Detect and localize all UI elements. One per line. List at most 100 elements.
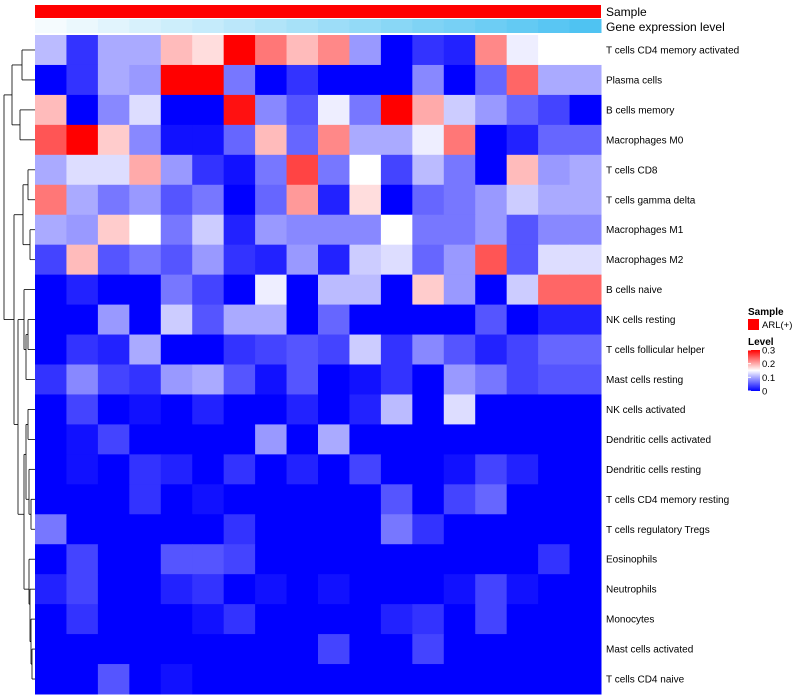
heatmap-cell <box>506 94 539 126</box>
heatmap-cell <box>97 35 130 66</box>
heatmap-cell <box>286 94 319 126</box>
row-label: NK cells activated <box>606 405 685 416</box>
heatmap-cell <box>255 304 288 336</box>
heatmap-cell <box>66 604 99 635</box>
heatmap-cell <box>380 664 413 695</box>
heatmap-cell <box>475 35 508 66</box>
expression-track-cell <box>35 19 67 33</box>
heatmap-cell <box>349 214 382 246</box>
heatmap-cell <box>129 304 162 336</box>
heatmap-cell <box>412 64 445 96</box>
heatmap-cell <box>349 244 382 276</box>
heatmap-cell <box>223 94 256 126</box>
heatmap-cell <box>318 304 350 336</box>
heatmap-cell <box>412 334 445 365</box>
heatmap-cell <box>97 124 130 156</box>
heatmap-cell <box>255 274 288 306</box>
heatmap-cell <box>97 214 130 246</box>
heatmap-cell <box>380 35 413 66</box>
heatmap-cell <box>412 244 445 276</box>
heatmap-cell <box>506 514 539 545</box>
heatmap-cell <box>349 544 382 575</box>
heatmap-cell <box>380 334 413 365</box>
heatmap-cell <box>380 634 413 665</box>
heatmap-cell <box>569 424 602 455</box>
heatmap-cell <box>160 424 193 455</box>
heatmap-cell <box>97 484 130 515</box>
heatmap-cell <box>192 454 225 485</box>
heatmap-cell <box>97 274 130 306</box>
expression-track-cell <box>349 19 382 33</box>
heatmap-cell <box>318 274 350 306</box>
heatmap-cell <box>286 334 319 365</box>
heatmap-cell <box>66 64 99 96</box>
heatmap-cell <box>192 154 225 186</box>
heatmap-cell <box>160 35 193 66</box>
heatmap-cell <box>538 274 571 306</box>
heatmap-cell <box>569 64 602 96</box>
heatmap-cell <box>538 424 571 455</box>
heatmap-cell <box>97 394 130 425</box>
row-label: T cells gamma delta <box>606 195 696 206</box>
heatmap-cell <box>35 184 67 216</box>
heatmap-cell <box>569 214 602 246</box>
heatmap-cell <box>223 484 256 515</box>
heatmap-cell <box>475 454 508 485</box>
heatmap-cell <box>192 244 225 276</box>
heatmap-cell <box>66 574 99 605</box>
heatmap-cell <box>349 274 382 306</box>
expression-track-cell <box>129 19 162 33</box>
heatmap-cell <box>35 334 67 365</box>
heatmap-cell <box>318 364 350 395</box>
heatmap-cell <box>538 124 571 156</box>
heatmap-cell <box>192 634 225 665</box>
heatmap-cell <box>538 64 571 96</box>
heatmap-cell <box>129 364 162 395</box>
heatmap-cell <box>349 394 382 425</box>
heatmap-cell <box>380 484 413 515</box>
heatmap-cell <box>66 244 99 276</box>
heatmap-cell <box>569 574 602 605</box>
heatmap-cell <box>97 94 130 126</box>
heatmap-cell <box>506 124 539 156</box>
heatmap-cell <box>538 544 571 575</box>
heatmap-cell <box>35 574 67 605</box>
heatmap-cell <box>160 364 193 395</box>
heatmap-cell <box>443 544 476 575</box>
row-label: Eosinophils <box>606 555 657 566</box>
heatmap-cell <box>538 214 571 246</box>
heatmap-cell <box>475 634 508 665</box>
heatmap-cell <box>255 664 288 695</box>
heatmap-cell <box>412 124 445 156</box>
heatmap-cell <box>192 364 225 395</box>
heatmap-cell <box>66 454 99 485</box>
heatmap-cell <box>255 424 288 455</box>
heatmap-cell <box>192 184 225 216</box>
heatmap-cell <box>66 514 99 545</box>
heatmap-cell <box>255 154 288 186</box>
heatmap-cell <box>538 604 571 635</box>
row-label: Dendritic cells activated <box>606 435 711 446</box>
heatmap-cell <box>160 124 193 156</box>
heatmap-cell <box>380 394 413 425</box>
row-label: Mast cells resting <box>606 375 683 386</box>
heatmap-cell <box>569 94 602 126</box>
heatmap-cell <box>412 304 445 336</box>
heatmap-cell <box>318 574 350 605</box>
sample-track-label: Sample <box>606 5 647 19</box>
row-label: B cells naive <box>606 285 663 296</box>
expression-track-cell <box>443 19 476 33</box>
heatmap-cell <box>412 454 445 485</box>
heatmap-cell <box>286 454 319 485</box>
heatmap-cell <box>380 574 413 605</box>
heatmap-cell <box>35 454 67 485</box>
heatmap-cell <box>475 334 508 365</box>
heatmap-cell <box>255 94 288 126</box>
heatmap-cell <box>380 364 413 395</box>
heatmap-cell <box>443 364 476 395</box>
heatmap-cell <box>35 364 67 395</box>
heatmap-cell <box>160 64 193 96</box>
heatmap-cell <box>538 334 571 365</box>
heatmap-cell <box>97 574 130 605</box>
